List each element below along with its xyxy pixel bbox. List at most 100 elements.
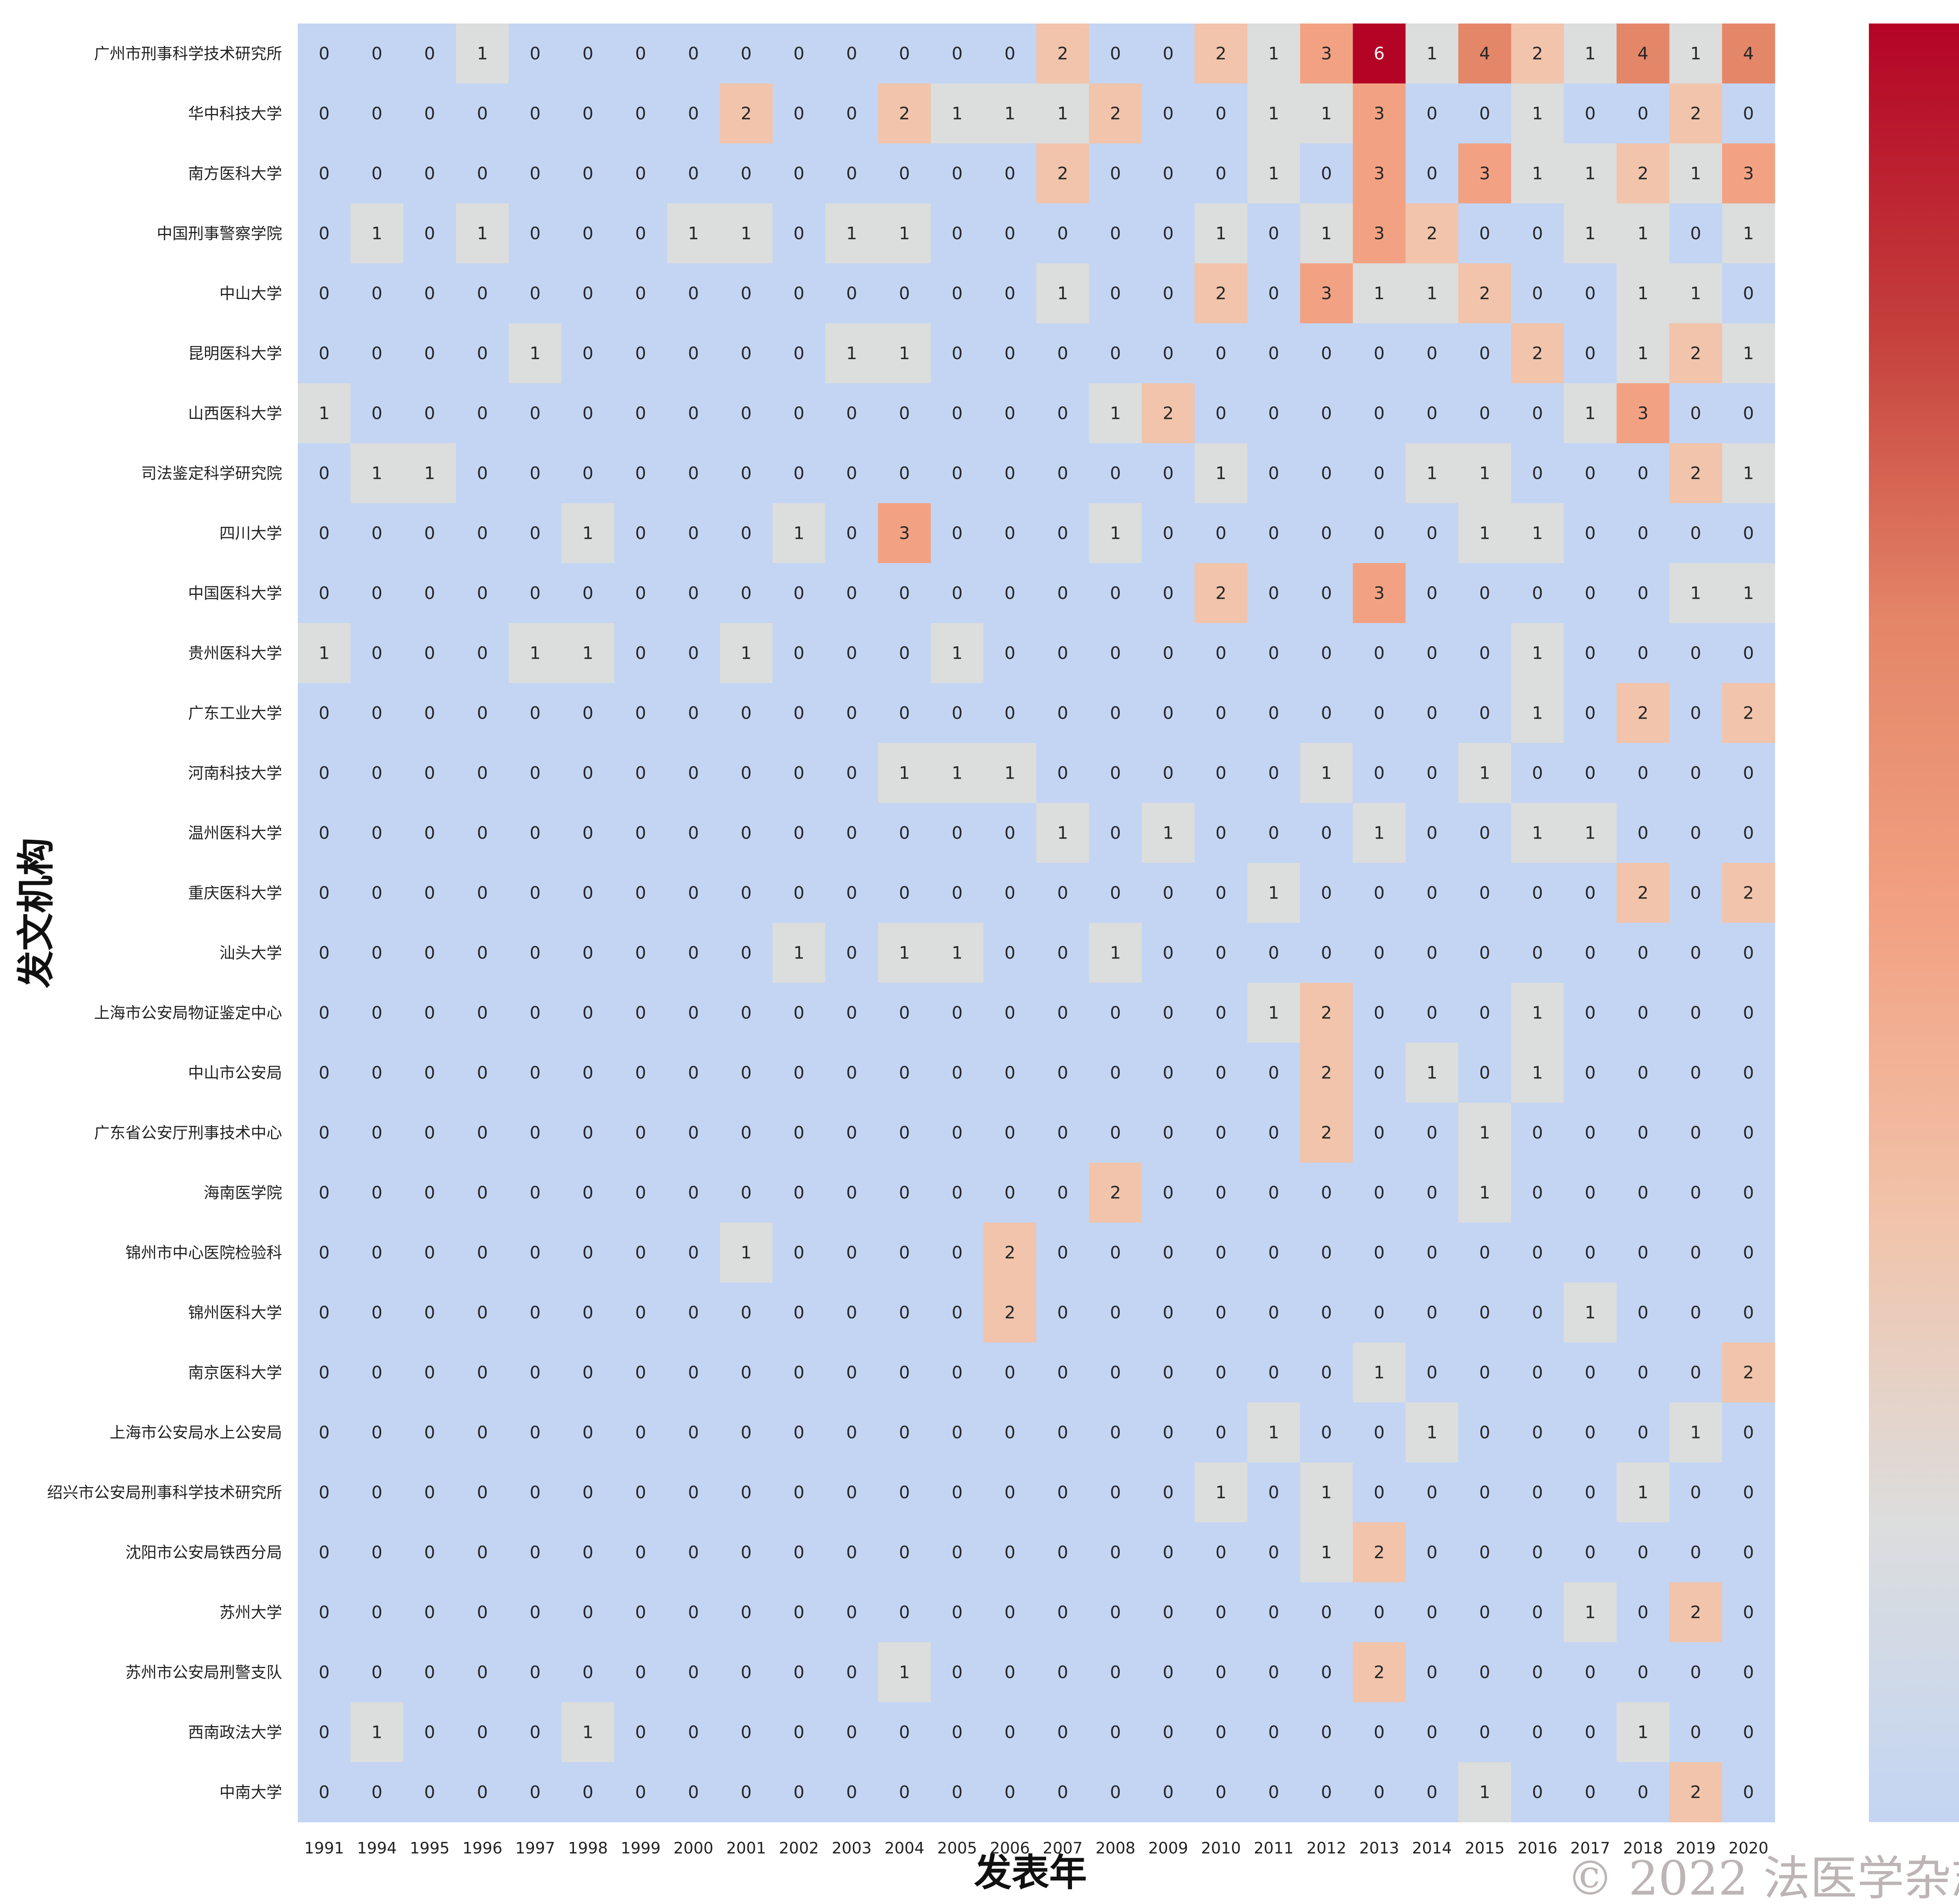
cell-value-label: 1	[1215, 224, 1226, 244]
cell-value-label: 0	[1532, 1423, 1543, 1443]
heatmap-cell	[298, 683, 351, 743]
heatmap-cell	[1511, 1702, 1564, 1763]
heatmap-cell	[667, 1163, 720, 1223]
heatmap-cell	[350, 1462, 404, 1523]
heatmap-cell	[1352, 383, 1406, 444]
heatmap-cell	[1089, 1582, 1142, 1643]
cell-value-label: 0	[952, 1303, 963, 1323]
heatmap-cell	[456, 743, 509, 803]
heatmap-cell	[1669, 623, 1722, 683]
heatmap-cell	[1089, 1283, 1142, 1343]
cell-value-label: 0	[952, 1243, 963, 1263]
cell-value-label: 0	[952, 1663, 963, 1683]
cell-value-label: 0	[1690, 404, 1701, 424]
heatmap-cell	[825, 803, 878, 863]
column-label: 1995	[410, 1839, 450, 1857]
heatmap-cell	[1405, 743, 1459, 803]
cell-value-label: 0	[530, 823, 541, 843]
heatmap-cell	[1352, 563, 1406, 623]
cell-value-label: 0	[635, 703, 646, 723]
heatmap-cell	[1458, 203, 1512, 264]
cell-value-label: 0	[371, 1483, 382, 1503]
heatmap-cell	[720, 203, 773, 264]
cell-value-label: 0	[899, 1243, 910, 1263]
cell-value-label: 0	[583, 1183, 594, 1203]
heatmap-cell	[983, 143, 1037, 204]
cell-value-label: 0	[899, 1423, 910, 1443]
heatmap-cell	[509, 1283, 562, 1343]
cell-value-label: 0	[1057, 763, 1068, 783]
heatmap-cell	[456, 1103, 509, 1163]
heatmap-cell	[1405, 923, 1459, 983]
cell-value-label: 1	[1321, 1483, 1332, 1503]
cell-value-label: 0	[846, 823, 857, 843]
cell-value-label: 0	[846, 883, 857, 903]
heatmap-cell	[403, 1163, 456, 1223]
cell-value-label: 0	[1585, 1183, 1596, 1203]
heatmap-cell	[1564, 1642, 1617, 1703]
cell-value-label: 0	[846, 44, 857, 64]
heatmap-cell	[825, 1642, 878, 1703]
cell-value-label: 0	[1479, 1543, 1490, 1563]
row-label: 苏州市公安局刑警支队	[125, 1664, 282, 1682]
heatmap-cell	[614, 203, 668, 264]
column-label: 1991	[304, 1839, 344, 1857]
cell-value-label: 0	[1057, 1783, 1068, 1803]
cell-value-label: 0	[688, 1303, 699, 1323]
cell-value-label: 0	[1585, 1723, 1596, 1743]
cell-value-label: 0	[1110, 1483, 1121, 1503]
heatmap-cell	[1564, 683, 1617, 743]
cell-value-label: 0	[1374, 943, 1385, 963]
heatmap-cell	[983, 1762, 1037, 1822]
heatmap-cell	[1142, 563, 1195, 623]
cell-value-label: 1	[1268, 1003, 1279, 1023]
cell-value-label: 0	[1479, 1243, 1490, 1263]
cell-value-label: 2	[1427, 224, 1438, 244]
cell-value-label: 0	[1637, 1303, 1648, 1323]
heatmap-cell	[1036, 83, 1090, 144]
heatmap-cell	[456, 1582, 509, 1643]
heatmap-cell	[1247, 1642, 1300, 1703]
cell-value-label: 0	[1690, 1303, 1701, 1323]
heatmap-cell	[1194, 1342, 1248, 1403]
heatmap-cell	[825, 923, 878, 983]
heatmap-cell	[298, 563, 351, 623]
heatmap-cell	[1617, 803, 1670, 863]
heatmap-cell	[1194, 24, 1248, 84]
heatmap-cell	[772, 923, 826, 983]
heatmap-cell	[456, 323, 509, 384]
heatmap-cell	[614, 1283, 668, 1343]
cell-value-label: 0	[1005, 344, 1016, 364]
cell-value-label: 0	[1057, 344, 1068, 364]
cell-value-label: 0	[1690, 1183, 1701, 1203]
heatmap-cell	[1194, 1462, 1248, 1523]
heatmap-cell	[1352, 623, 1406, 683]
cell-value-label: 0	[741, 1483, 751, 1503]
row-label: 南京医科大学	[188, 1364, 282, 1382]
heatmap-cell	[667, 1402, 720, 1463]
cell-value-label: 0	[583, 344, 594, 364]
heatmap-cell	[825, 743, 878, 803]
heatmap-cell	[667, 263, 720, 324]
heatmap-cell	[1089, 1762, 1142, 1822]
cell-value-label: 0	[793, 44, 804, 64]
cell-value-label: 0	[1268, 643, 1279, 663]
cell-value-label: 0	[1374, 1303, 1385, 1323]
heatmap-cell	[1194, 263, 1248, 324]
heatmap-cell	[1352, 983, 1406, 1043]
cell-value-label: 0	[741, 44, 751, 64]
cell-value-label: 0	[424, 1063, 435, 1083]
cell-value-label: 0	[1005, 1183, 1016, 1203]
heatmap-cell	[983, 683, 1037, 743]
heatmap-cell	[1511, 1582, 1564, 1643]
heatmap-cell	[1617, 743, 1670, 803]
cell-value-label: 0	[1585, 284, 1596, 304]
heatmap-cell	[878, 1702, 931, 1763]
row-label: 广东省公安厅刑事技术中心	[94, 1124, 282, 1142]
heatmap-cell	[350, 323, 404, 384]
heatmap-cell	[931, 24, 984, 84]
heatmap-cell	[1405, 1702, 1459, 1763]
cell-value-label: 2	[1057, 44, 1068, 64]
heatmap-cell	[1405, 1342, 1459, 1403]
heatmap-cell	[403, 1642, 456, 1703]
